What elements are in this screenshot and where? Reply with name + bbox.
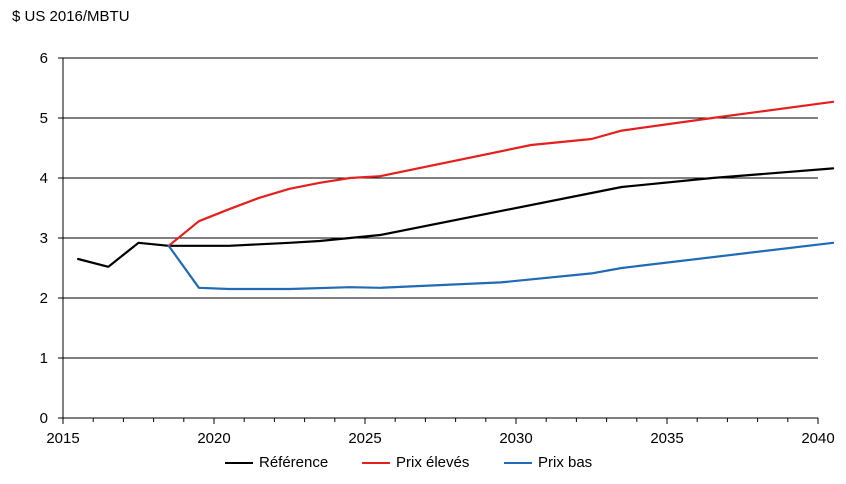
axes <box>58 57 819 424</box>
legend-swatch-0 <box>225 461 253 464</box>
y-tick-label-5: 5 <box>40 110 48 127</box>
x-tick-label-2030: 2030 <box>499 430 532 447</box>
series-line-1 <box>167 100 835 247</box>
y-tick-label-6: 6 <box>40 50 48 67</box>
legend-item-2: Prix bas <box>504 454 592 471</box>
y-tick-label-0: 0 <box>40 410 48 427</box>
gridlines <box>63 57 818 359</box>
x-tick-label-2020: 2020 <box>197 430 230 447</box>
y-axis-label: $ US 2016/MBTU <box>12 8 130 25</box>
y-tick-label-2: 2 <box>40 290 48 307</box>
series-line-0 <box>76 167 835 268</box>
legend-item-1: Prix élevés <box>362 454 469 471</box>
x-tick-label-2040: 2040 <box>801 430 834 447</box>
x-tick-label-2015: 2015 <box>46 430 79 447</box>
legend-label-2: Prix bas <box>538 454 593 471</box>
y-tick-label-4: 4 <box>40 170 48 187</box>
x-axis-tick-labels: 2015 2020 2025 2030 2035 2040 <box>46 430 834 447</box>
y-axis-tick-labels: 0 1 2 3 4 5 6 <box>40 50 48 427</box>
y-tick-label-3: 3 <box>40 230 48 247</box>
legend-item-0: Référence <box>225 454 328 471</box>
legend-label-1: Prix élevés <box>396 454 470 471</box>
legend: Référence Prix élevés Prix bas <box>0 454 846 476</box>
y-tick-label-1: 1 <box>40 350 48 367</box>
legend-swatch-2 <box>504 461 532 464</box>
series-lines <box>76 100 835 291</box>
legend-label-0: Référence <box>259 454 329 471</box>
x-tick-label-2025: 2025 <box>348 430 381 447</box>
series-line-2 <box>167 241 835 291</box>
legend-swatch-1 <box>362 461 390 464</box>
x-tick-label-2035: 2035 <box>650 430 683 447</box>
